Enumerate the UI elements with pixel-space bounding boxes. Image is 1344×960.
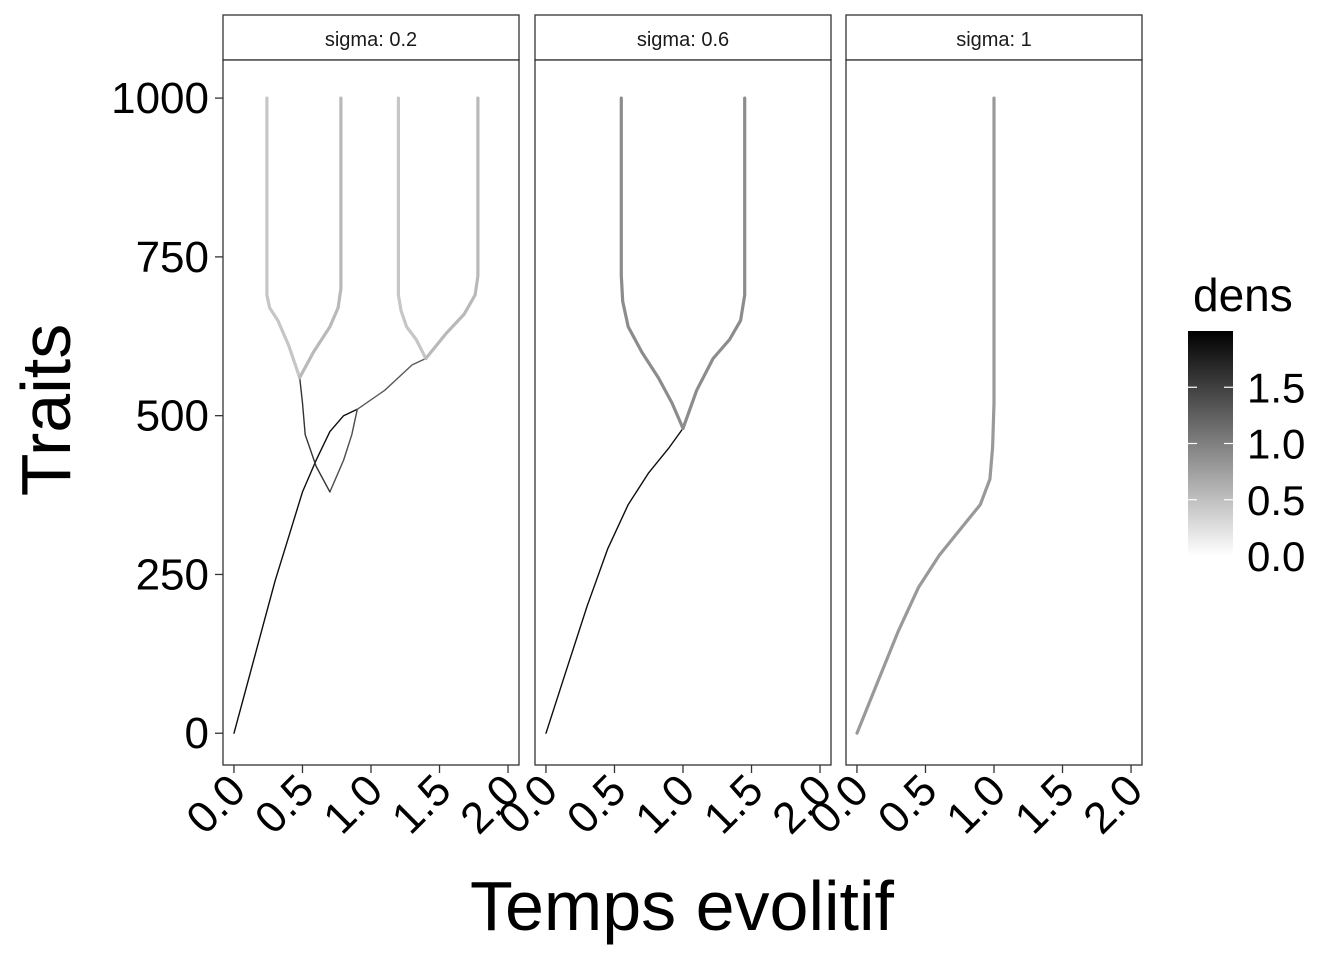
density-branch xyxy=(233,408,358,734)
density-branch xyxy=(299,376,331,493)
density-branches xyxy=(545,96,747,734)
density-branch xyxy=(424,96,480,361)
x-tick-label: 1.5 xyxy=(383,765,461,843)
y-tick-label: 1000 xyxy=(111,74,209,123)
facet-panel: sigma: 1 xyxy=(845,14,1143,766)
legend-label: 0.0 xyxy=(1247,533,1305,580)
y-tick-label: 0 xyxy=(185,709,209,758)
facet-strip-label: sigma: 0.6 xyxy=(637,29,729,51)
density-branch xyxy=(619,96,685,430)
panel-border xyxy=(534,59,832,766)
y-tick-label: 750 xyxy=(136,233,209,282)
y-tick-label: 500 xyxy=(136,392,209,441)
density-branch xyxy=(681,96,747,430)
facet-panel: sigma: 0.6 xyxy=(534,14,832,766)
density-branch xyxy=(545,427,684,734)
density-branch xyxy=(396,96,428,361)
x-axis: 0.00.51.01.52.0 xyxy=(489,765,841,843)
x-tick-label: 1.0 xyxy=(626,765,704,843)
legend-label: 1.5 xyxy=(1247,364,1305,411)
facet-strip-label: sigma: 0.2 xyxy=(325,29,417,51)
facet-strip xyxy=(534,14,832,61)
facet-strip xyxy=(222,14,520,61)
x-tick-label: 1.5 xyxy=(695,765,773,843)
density-branch xyxy=(356,357,427,410)
panel-border xyxy=(222,59,520,766)
density-branch xyxy=(329,408,358,493)
legend-title: dens xyxy=(1193,269,1293,321)
x-tick-label: 1.5 xyxy=(1006,765,1084,843)
density-branch xyxy=(265,96,302,380)
facet-strip-label: sigma: 1 xyxy=(956,29,1032,51)
x-tick-label: 0.5 xyxy=(558,765,636,843)
y-axis: 0 250 500 750 1000 xyxy=(111,74,223,758)
x-tick-label: 2.0 xyxy=(1074,765,1152,843)
y-tick-label: 250 xyxy=(136,550,209,599)
density-branches xyxy=(855,96,996,735)
x-tick-label: 0.5 xyxy=(246,765,324,843)
x-tick-label: 0.5 xyxy=(869,765,947,843)
x-tick-label: 0.0 xyxy=(177,765,255,843)
y-axis-title: Traits xyxy=(7,324,85,496)
legend-ticks: 0.0 0.5 1.0 1.5 xyxy=(1188,364,1305,580)
legend-label: 0.5 xyxy=(1247,477,1305,524)
facet-panel: sigma: 0.2 xyxy=(222,14,520,766)
density-branch xyxy=(855,96,996,735)
x-axis: 0.00.51.01.52.0 xyxy=(800,765,1152,843)
facet-strip xyxy=(845,14,1143,61)
x-axes: 0.00.51.01.52.00.00.51.01.52.00.00.51.01… xyxy=(177,765,1152,843)
x-axis: 0.00.51.01.52.0 xyxy=(177,765,529,843)
x-tick-label: 1.0 xyxy=(937,765,1015,843)
facet-panels: sigma: 0.2 sigma: 0.6 sigma: 1 xyxy=(222,14,1143,766)
density-branches xyxy=(233,96,480,734)
legend-label: 1.0 xyxy=(1247,421,1305,468)
legend: dens 0.0 0.5 1.0 1.5 xyxy=(1188,269,1305,580)
density-branch xyxy=(298,96,343,380)
x-axis-title: Temps evolitif xyxy=(470,867,895,945)
x-tick-label: 1.0 xyxy=(314,765,392,843)
